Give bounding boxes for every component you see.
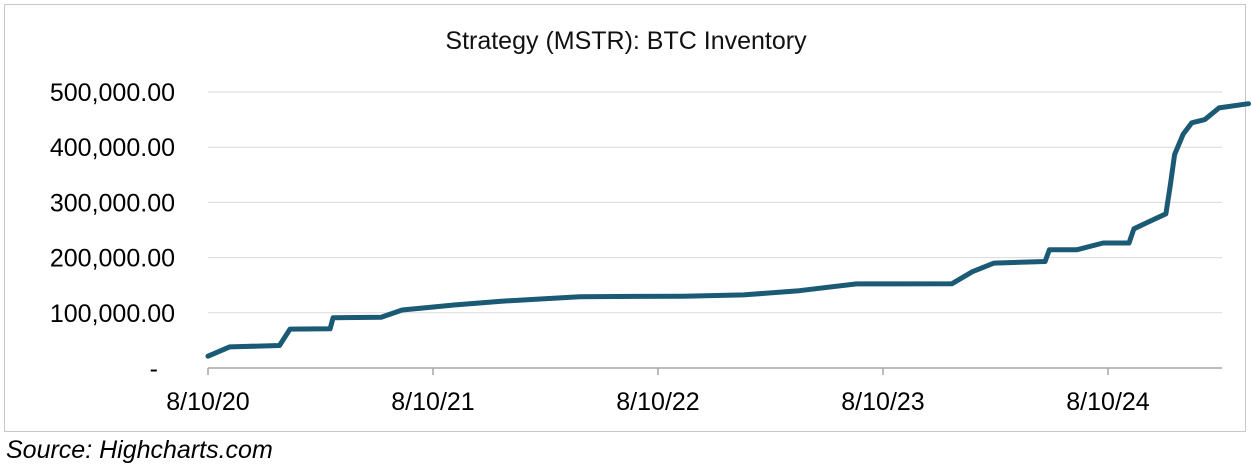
series-line <box>205 101 1251 359</box>
source-note: Source: Highcharts.com <box>6 436 273 464</box>
x-tick-label: 8/10/20 <box>166 388 249 416</box>
x-tick-label: 8/10/24 <box>1066 388 1150 416</box>
y-tick-label: - <box>150 355 158 383</box>
x-tick-label: 8/10/22 <box>616 388 699 416</box>
y-tick-label: 200,000.00 <box>50 245 175 273</box>
y-tick-label: 500,000.00 <box>50 79 175 107</box>
chart-title: Strategy (MSTR): BTC Inventory <box>445 27 807 55</box>
y-tick-label: 300,000.00 <box>50 189 175 217</box>
y-tick-label: 100,000.00 <box>50 300 175 328</box>
y-tick-label: 400,000.00 <box>50 134 175 162</box>
x-tick-label: 8/10/21 <box>391 388 474 416</box>
x-tick-label: 8/10/23 <box>841 388 924 416</box>
chart-frame <box>4 4 1246 432</box>
